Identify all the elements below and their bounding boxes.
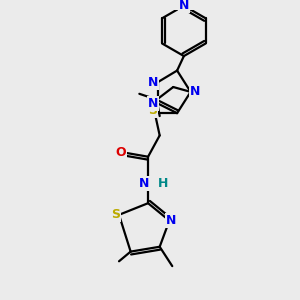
Text: N: N [166, 214, 176, 227]
Text: O: O [116, 146, 126, 159]
Text: H: H [158, 177, 168, 190]
Text: S: S [148, 104, 158, 117]
Text: N: N [148, 97, 158, 110]
Text: N: N [148, 76, 158, 89]
Text: N: N [139, 177, 149, 190]
Text: S: S [111, 208, 120, 221]
Text: N: N [179, 0, 189, 12]
Text: N: N [190, 85, 201, 98]
